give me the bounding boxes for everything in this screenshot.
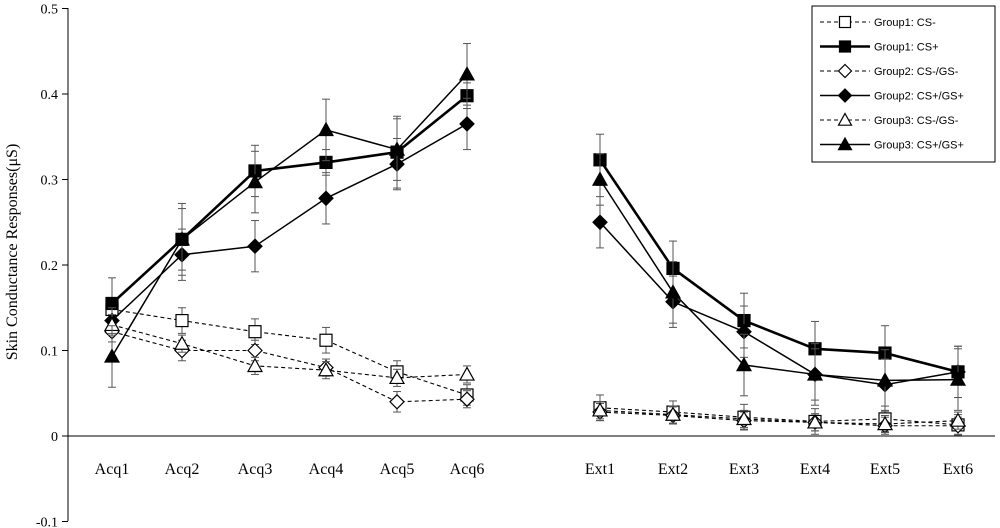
y-tick-label: 0.5 (41, 3, 59, 18)
data-point (591, 171, 609, 186)
data-point (592, 214, 608, 231)
data-point (317, 121, 335, 137)
y-tick-label: 0.2 (41, 259, 59, 274)
y-tick-label: 0 (51, 430, 58, 445)
data-point (247, 238, 263, 255)
data-point (246, 357, 264, 373)
legend-label: Group2: CS-/GS- (874, 66, 959, 78)
series-line (111, 73, 468, 357)
x-category-label: Acq3 (238, 461, 273, 478)
series-line (599, 407, 959, 426)
legend-label: Group3: CS+/GS+ (874, 140, 964, 152)
data-point (806, 366, 824, 381)
series-layer (103, 43, 967, 436)
series-line (599, 179, 959, 382)
legend-label: Group2: CS+/GS+ (874, 91, 964, 103)
data-point (388, 141, 406, 156)
data-point (949, 371, 967, 386)
x-category-labels: Acq1 Acq2 Acq3 Acq4 Acq5 Acq6 Ext1 Ext2 Ext3 Ext4… (95, 461, 973, 478)
legend-marker (837, 88, 853, 103)
legend-marker (837, 63, 853, 79)
x-category-label: Ext1 (585, 461, 615, 478)
series-line (599, 411, 958, 427)
data-point (949, 412, 967, 427)
series-1 (105, 298, 965, 436)
x-category-label: Acq5 (380, 461, 415, 478)
y-axis-title: Skin Conductance Responses(μS) (4, 144, 21, 361)
y-tick-label: 0.4 (41, 88, 59, 103)
legend-box (811, 5, 996, 163)
data-point (318, 190, 334, 207)
legend-marker (837, 112, 853, 126)
y-tick-label: -0.1 (36, 516, 58, 528)
y-tick-label: 0.1 (41, 345, 59, 360)
legend: Group1: CS- Group1: CS+ Group2: CS-/GS- Gro… (811, 5, 996, 163)
x-category-label: Acq1 (95, 461, 130, 478)
x-category-label: Acq6 (450, 461, 485, 478)
data-point (735, 356, 753, 372)
series-5 (103, 314, 967, 434)
data-point (458, 66, 476, 81)
data-point (317, 361, 335, 377)
x-category-label: Ext6 (943, 461, 973, 478)
data-point (173, 231, 191, 246)
legend-label: Group1: CS+ (874, 42, 939, 54)
x-category-label: Ext4 (800, 461, 830, 478)
data-point (806, 414, 824, 429)
data-point (664, 284, 682, 299)
x-category-label: Ext5 (870, 461, 900, 478)
data-point (173, 335, 191, 350)
legend-label: Group1: CS- (874, 17, 936, 29)
data-point (664, 406, 682, 421)
series-line (111, 331, 468, 403)
data-point (735, 410, 753, 426)
series-line (111, 324, 468, 379)
y-ticks: -0.1 0 0.1 0.2 0.3 0.4 0.5 (36, 3, 68, 528)
series-line (111, 123, 468, 322)
data-point (248, 325, 262, 339)
y-tick-label: 0.3 (41, 174, 59, 189)
series-6 (103, 43, 967, 412)
data-point (459, 391, 475, 408)
series-line (111, 94, 468, 305)
legend-marker (838, 15, 852, 29)
x-category-label: Ext2 (658, 461, 688, 478)
data-point (458, 366, 476, 381)
data-point (389, 393, 405, 410)
data-point (246, 173, 264, 189)
x-category-label: Ext3 (729, 461, 759, 478)
legend-label: Group3: CS-/GS- (874, 115, 959, 127)
data-point (876, 415, 894, 431)
series-line (599, 409, 959, 425)
series-line (598, 159, 959, 374)
data-point (876, 372, 894, 387)
series-line (599, 221, 959, 386)
series-line (111, 308, 468, 396)
data-point (388, 369, 406, 385)
x-category-label: Acq2 (165, 461, 200, 478)
data-point (319, 333, 333, 347)
legend-marker (837, 136, 853, 151)
data-point (175, 313, 189, 328)
data-point (459, 116, 475, 132)
legend-marker (838, 40, 852, 53)
data-point (591, 402, 609, 417)
data-point (103, 348, 121, 363)
x-category-label: Acq4 (309, 461, 344, 478)
data-point (247, 342, 263, 359)
